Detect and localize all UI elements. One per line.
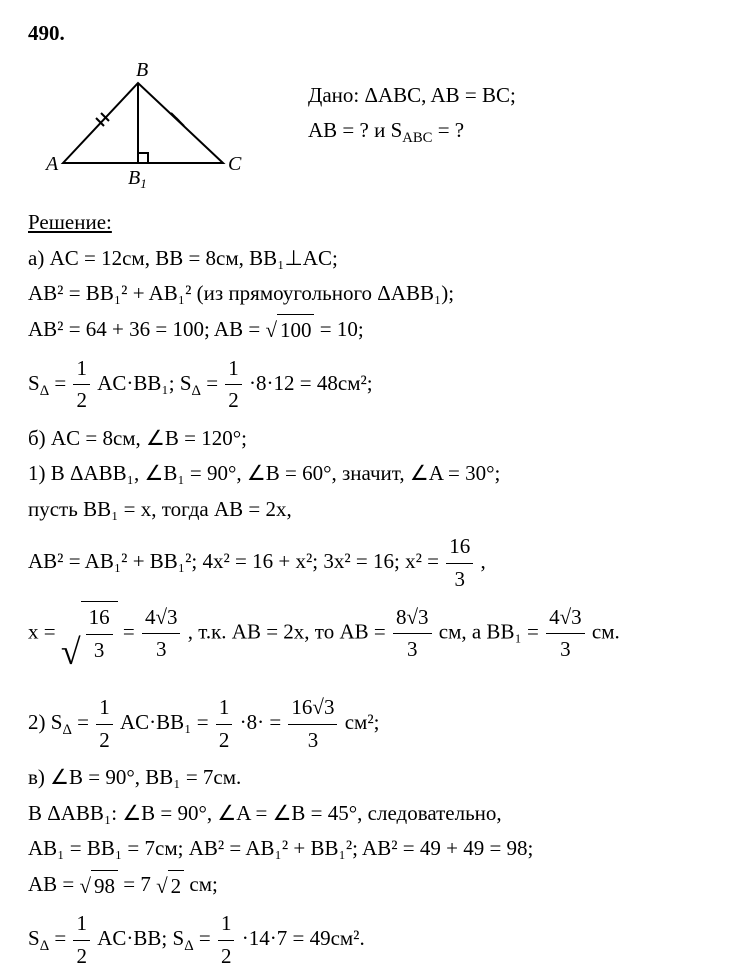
- b-l5-c: , т.к. AB = 2x, то AB =: [188, 620, 391, 644]
- c-l5-a: S: [28, 926, 40, 950]
- a-l4-e: ·8·12 = 48см²;: [249, 371, 373, 395]
- frac-1-2-f: 12: [218, 908, 235, 972]
- given-line-2: AB = ? и SABC = ?: [308, 115, 712, 149]
- frac-1-2-e: 12: [73, 908, 90, 972]
- b-l4: AB² = AB₁² + BB₁²; 4x² = 16 + x²; 3x² = …: [28, 531, 712, 595]
- a-l4-sub2: Δ: [192, 383, 201, 399]
- triangle-diagram: B A C B1: [28, 58, 308, 198]
- b-l5-a: x =: [28, 620, 61, 644]
- c-l5-sub2: Δ: [184, 938, 193, 954]
- c-l4-b: = 7: [123, 872, 151, 896]
- given-line-1: Дано: ΔABC, AB = BC;: [308, 80, 712, 112]
- frac-1-2-c: 12: [96, 692, 113, 756]
- frac-1-2-b: 12: [225, 353, 242, 417]
- given-l2-a: AB = ? и S: [308, 118, 402, 142]
- frac-1-2-a: 12: [73, 353, 90, 417]
- frac-8r3-3: 8√33: [393, 602, 432, 666]
- b-l5-b: =: [123, 620, 140, 644]
- problem-number: 490.: [28, 18, 712, 50]
- b-l5-e: см.: [592, 620, 620, 644]
- a-l3-a: AB² = 64 + 36 = 100; AB =: [28, 317, 260, 341]
- label-a: A: [44, 153, 59, 175]
- b-l3: пусть BB₁ = x, тогда AB = 2x,: [28, 494, 712, 526]
- given-l2-b: = ?: [432, 118, 464, 142]
- a-l3: AB² = 64 + 36 = 100; AB = √100 = 10;: [28, 314, 712, 347]
- b-l1: б) AC = 8см, ∠B = 120°;: [28, 423, 712, 455]
- b-l6-a: 2) S: [28, 710, 62, 734]
- a-l4-sub: Δ: [40, 383, 49, 399]
- c-l4-a: AB =: [28, 872, 80, 896]
- frac-16r3-3: 16√33: [288, 692, 337, 756]
- c-l5-sub: Δ: [40, 938, 49, 954]
- a-l4-b: =: [49, 371, 71, 395]
- frac-16-3: 163: [446, 531, 473, 595]
- b-l6-c: AC·BB₁ =: [120, 710, 214, 734]
- b-l4-a: AB² = AB₁² + BB₁²; 4x² = 16 + x²; 3x² = …: [28, 549, 444, 573]
- c-l5-e: ·14·7 = 49см².: [242, 926, 365, 950]
- a-l3-b: = 10;: [320, 317, 364, 341]
- solution-header: Решение:: [28, 207, 712, 239]
- a-l1: а) AC = 12см, BB = 8см, BB₁⊥AC;: [28, 243, 712, 275]
- b-l2: 1) В ΔABB₁, ∠B₁ = 90°, ∠B = 60°, значит,…: [28, 458, 712, 490]
- sqrt-2: √2: [156, 870, 184, 903]
- c-l4-c: см;: [189, 872, 217, 896]
- label-c: C: [228, 153, 242, 175]
- b-l6-b: =: [72, 710, 94, 734]
- sqrt-98: √98: [80, 870, 119, 903]
- a-l4: SΔ = 12 AC·BB₁; SΔ = 12 ·8·12 = 48см²;: [28, 353, 712, 417]
- a-l4-d: =: [201, 371, 223, 395]
- b-l5: x = √163 = 4√33 , т.к. AB = 2x, то AB = …: [28, 601, 712, 666]
- label-b1: B1: [128, 167, 147, 188]
- sqrt-100: √100: [265, 314, 314, 347]
- frac-4r3-3: 4√33: [142, 602, 181, 666]
- b-l6-sub: Δ: [62, 722, 71, 738]
- c-l5-c: AC·BB; S: [97, 926, 184, 950]
- b-l6: 2) SΔ = 12 AC·BB₁ = 12 ·8· = 16√33 см²;: [28, 692, 712, 756]
- a-l2: AB² = BB₁² + AB₁² (из прямоугольного ΔAB…: [28, 278, 712, 310]
- c-l1: в) ∠B = 90°, BB₁ = 7см.: [28, 762, 712, 794]
- c-l5-b: =: [49, 926, 71, 950]
- c-l5: SΔ = 12 AC·BB; SΔ = 12 ·14·7 = 49см².: [28, 908, 712, 972]
- b-l5-d: см, а BB₁ =: [439, 620, 544, 644]
- frac-1-2-d: 12: [216, 692, 233, 756]
- c-l5-d: =: [194, 926, 216, 950]
- a-l4-a: S: [28, 371, 40, 395]
- b-l4-b: ,: [480, 549, 485, 573]
- b-l6-e: см²;: [345, 710, 380, 734]
- a-l4-c: AC·BB₁; S: [97, 371, 191, 395]
- c-l3: AB₁ = BB₁ = 7см; AB² = AB₁² + BB₁²; AB² …: [28, 833, 712, 865]
- b-l6-d: ·8· =: [240, 710, 287, 734]
- c-l2: В ΔABB₁: ∠B = 90°, ∠A = ∠B = 45°, следов…: [28, 798, 712, 830]
- label-b: B: [136, 59, 148, 81]
- given-block: Дано: ΔABC, AB = BC; AB = ? и SABC = ?: [308, 58, 712, 154]
- frac-4r3-3b: 4√33: [546, 602, 585, 666]
- top-row: B A C B1 Дано: ΔABC, AB = BC; AB = ? и S…: [28, 58, 712, 198]
- given-l2-sub: ABC: [402, 130, 432, 146]
- sqrt-16-3: √163: [61, 601, 118, 666]
- c-l4: AB = √98 = 7 √2 см;: [28, 869, 712, 902]
